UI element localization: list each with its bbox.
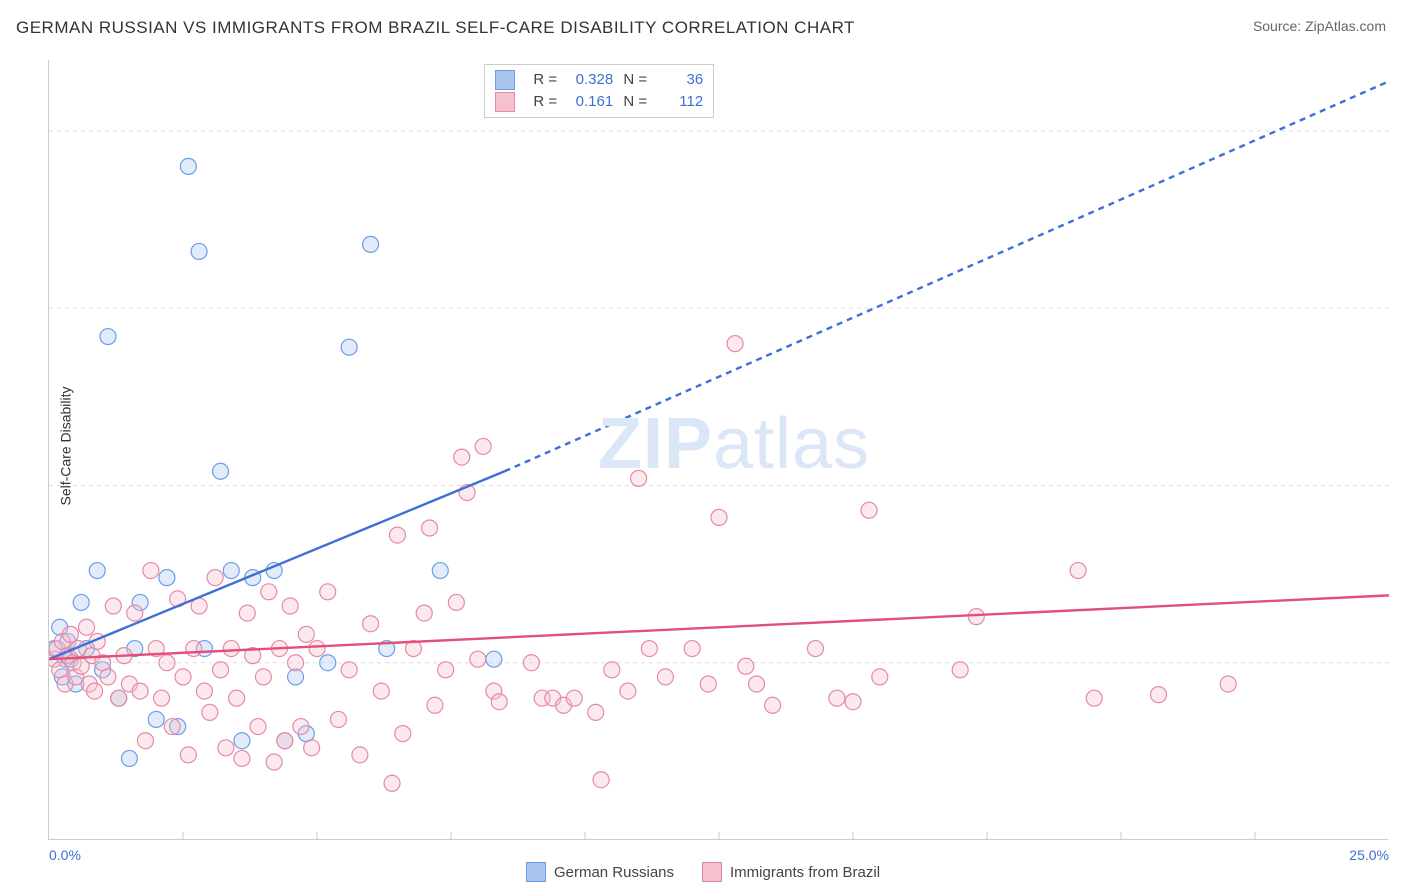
legend-swatch — [495, 70, 515, 90]
stat-legend-row: R =0.328 N =36 — [495, 69, 703, 91]
legend-swatch — [526, 862, 546, 882]
scatter-plot: ZIPatlas R =0.328 N =36 R =0.161 N =112 … — [48, 60, 1388, 840]
legend-label: German Russians — [554, 864, 674, 881]
x-tick-label: 0.0% — [49, 847, 81, 863]
source-prefix: Source: — [1253, 18, 1305, 34]
legend-swatch — [495, 92, 515, 112]
legend-swatch — [702, 862, 722, 882]
x-tick-label: 25.0% — [1349, 847, 1389, 863]
source-label: Source: ZipAtlas.com — [1253, 18, 1386, 34]
y-tick-label: 10.0% — [1396, 123, 1406, 139]
y-tick-label: 2.5% — [1396, 655, 1406, 671]
y-tick-label: 5.0% — [1396, 477, 1406, 493]
chart-title: GERMAN RUSSIAN VS IMMIGRANTS FROM BRAZIL… — [16, 18, 855, 38]
y-tick-label: 7.5% — [1396, 300, 1406, 316]
source-link[interactable]: ZipAtlas.com — [1305, 18, 1386, 34]
legend-item: Immigrants from Brazil — [702, 862, 880, 882]
bottom-legend: German Russians Immigrants from Brazil — [0, 862, 1406, 886]
legend-label: Immigrants from Brazil — [730, 864, 880, 881]
stat-legend-row: R =0.161 N =112 — [495, 91, 703, 113]
legend-item: German Russians — [526, 862, 674, 882]
stat-legend: R =0.328 N =36 R =0.161 N =112 — [484, 64, 714, 118]
